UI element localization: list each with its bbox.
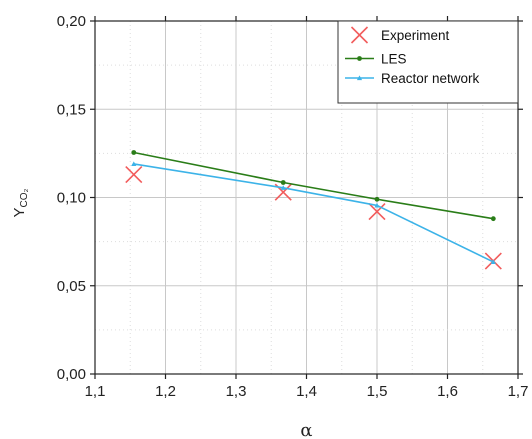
les-point: [490, 216, 496, 222]
les-point: [131, 150, 137, 155]
legend-swatch-marker: [356, 75, 363, 81]
legend-swatch-marker: [357, 56, 362, 61]
reactor-network-point: [131, 161, 137, 167]
x-marker-stroke: [125, 165, 143, 184]
experiment-point: [368, 203, 386, 221]
reactor-network-point: [490, 259, 496, 265]
x-axis-title: α: [300, 420, 312, 439]
legend: Experiment LES Reactor network: [337, 20, 519, 104]
series-reactor-network: [131, 161, 496, 265]
y-tick-label: 0,20: [57, 13, 86, 30]
y-axis-title-main: Y: [11, 207, 28, 217]
les-point: [374, 196, 380, 202]
y-tick-label: 0,05: [57, 278, 86, 295]
les-line: [133, 151, 494, 220]
legend-swatch-marker: [350, 26, 369, 44]
axis-ticks: 1,1 1,2 1,3 1,4 1,5 1,6 1,7 0,00 0,05 0,10 0,15 0,2…: [57, 13, 529, 400]
y-axis-title: YCO₂: [11, 188, 30, 217]
x-tick-label: 1,3: [226, 383, 247, 400]
legend-label: LES: [381, 52, 407, 67]
x-tick-label: 1,2: [155, 383, 176, 400]
y-tick-label: 0,15: [57, 101, 86, 118]
series-les: [131, 150, 496, 222]
x-marker-stroke: [274, 183, 292, 201]
svg-text:YCO₂: YCO₂: [11, 188, 30, 217]
legend-item-reactor-network: Reactor network: [345, 71, 480, 86]
y-tick-label: 0,00: [57, 366, 86, 383]
legend-label: Reactor network: [381, 71, 480, 86]
x-tick-label: 1,4: [296, 383, 317, 400]
legend-label: Experiment: [381, 28, 450, 43]
reactor-network-point: [374, 202, 380, 208]
reactor-network-line: [133, 163, 494, 263]
legend-item-experiment: Experiment: [350, 26, 450, 44]
x-tick-label: 1,7: [508, 383, 529, 400]
legend-item-les: LES: [345, 52, 407, 67]
x-tick-label: 1,1: [85, 383, 106, 400]
x-tick-label: 1,6: [437, 383, 458, 400]
les-point: [280, 180, 286, 185]
x-marker-stroke: [368, 203, 386, 221]
y-axis-title-subscript: CO₂: [19, 188, 30, 207]
experiment-point: [125, 165, 143, 184]
y-tick-label: 0,10: [57, 190, 86, 207]
x-tick-label: 1,5: [367, 383, 388, 400]
series-experiment: [125, 165, 502, 270]
series-layer: [125, 150, 502, 270]
x-marker-stroke: [350, 26, 369, 44]
legend-box: [337, 20, 519, 104]
reactor-network-point: [280, 185, 286, 190]
